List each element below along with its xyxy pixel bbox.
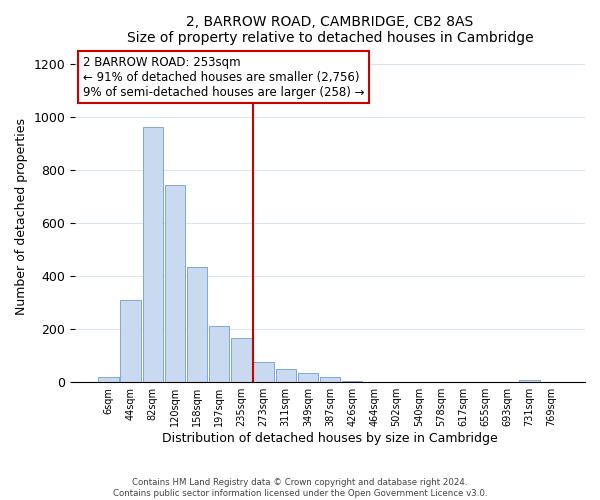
- Bar: [342, 381, 362, 382]
- Bar: [298, 374, 318, 382]
- Bar: [275, 370, 296, 382]
- X-axis label: Distribution of detached houses by size in Cambridge: Distribution of detached houses by size …: [162, 432, 498, 445]
- Bar: [165, 184, 185, 382]
- Text: 2 BARROW ROAD: 253sqm
← 91% of detached houses are smaller (2,756)
9% of semi-de: 2 BARROW ROAD: 253sqm ← 91% of detached …: [83, 56, 364, 98]
- Bar: [231, 338, 251, 382]
- Text: Contains HM Land Registry data © Crown copyright and database right 2024.
Contai: Contains HM Land Registry data © Crown c…: [113, 478, 487, 498]
- Bar: [209, 326, 229, 382]
- Bar: [143, 128, 163, 382]
- Bar: [253, 362, 274, 382]
- Bar: [98, 377, 119, 382]
- Y-axis label: Number of detached properties: Number of detached properties: [15, 118, 28, 315]
- Bar: [320, 378, 340, 382]
- Bar: [187, 267, 208, 382]
- Bar: [121, 300, 141, 382]
- Title: 2, BARROW ROAD, CAMBRIDGE, CB2 8AS
Size of property relative to detached houses : 2, BARROW ROAD, CAMBRIDGE, CB2 8AS Size …: [127, 15, 533, 45]
- Bar: [519, 380, 539, 382]
